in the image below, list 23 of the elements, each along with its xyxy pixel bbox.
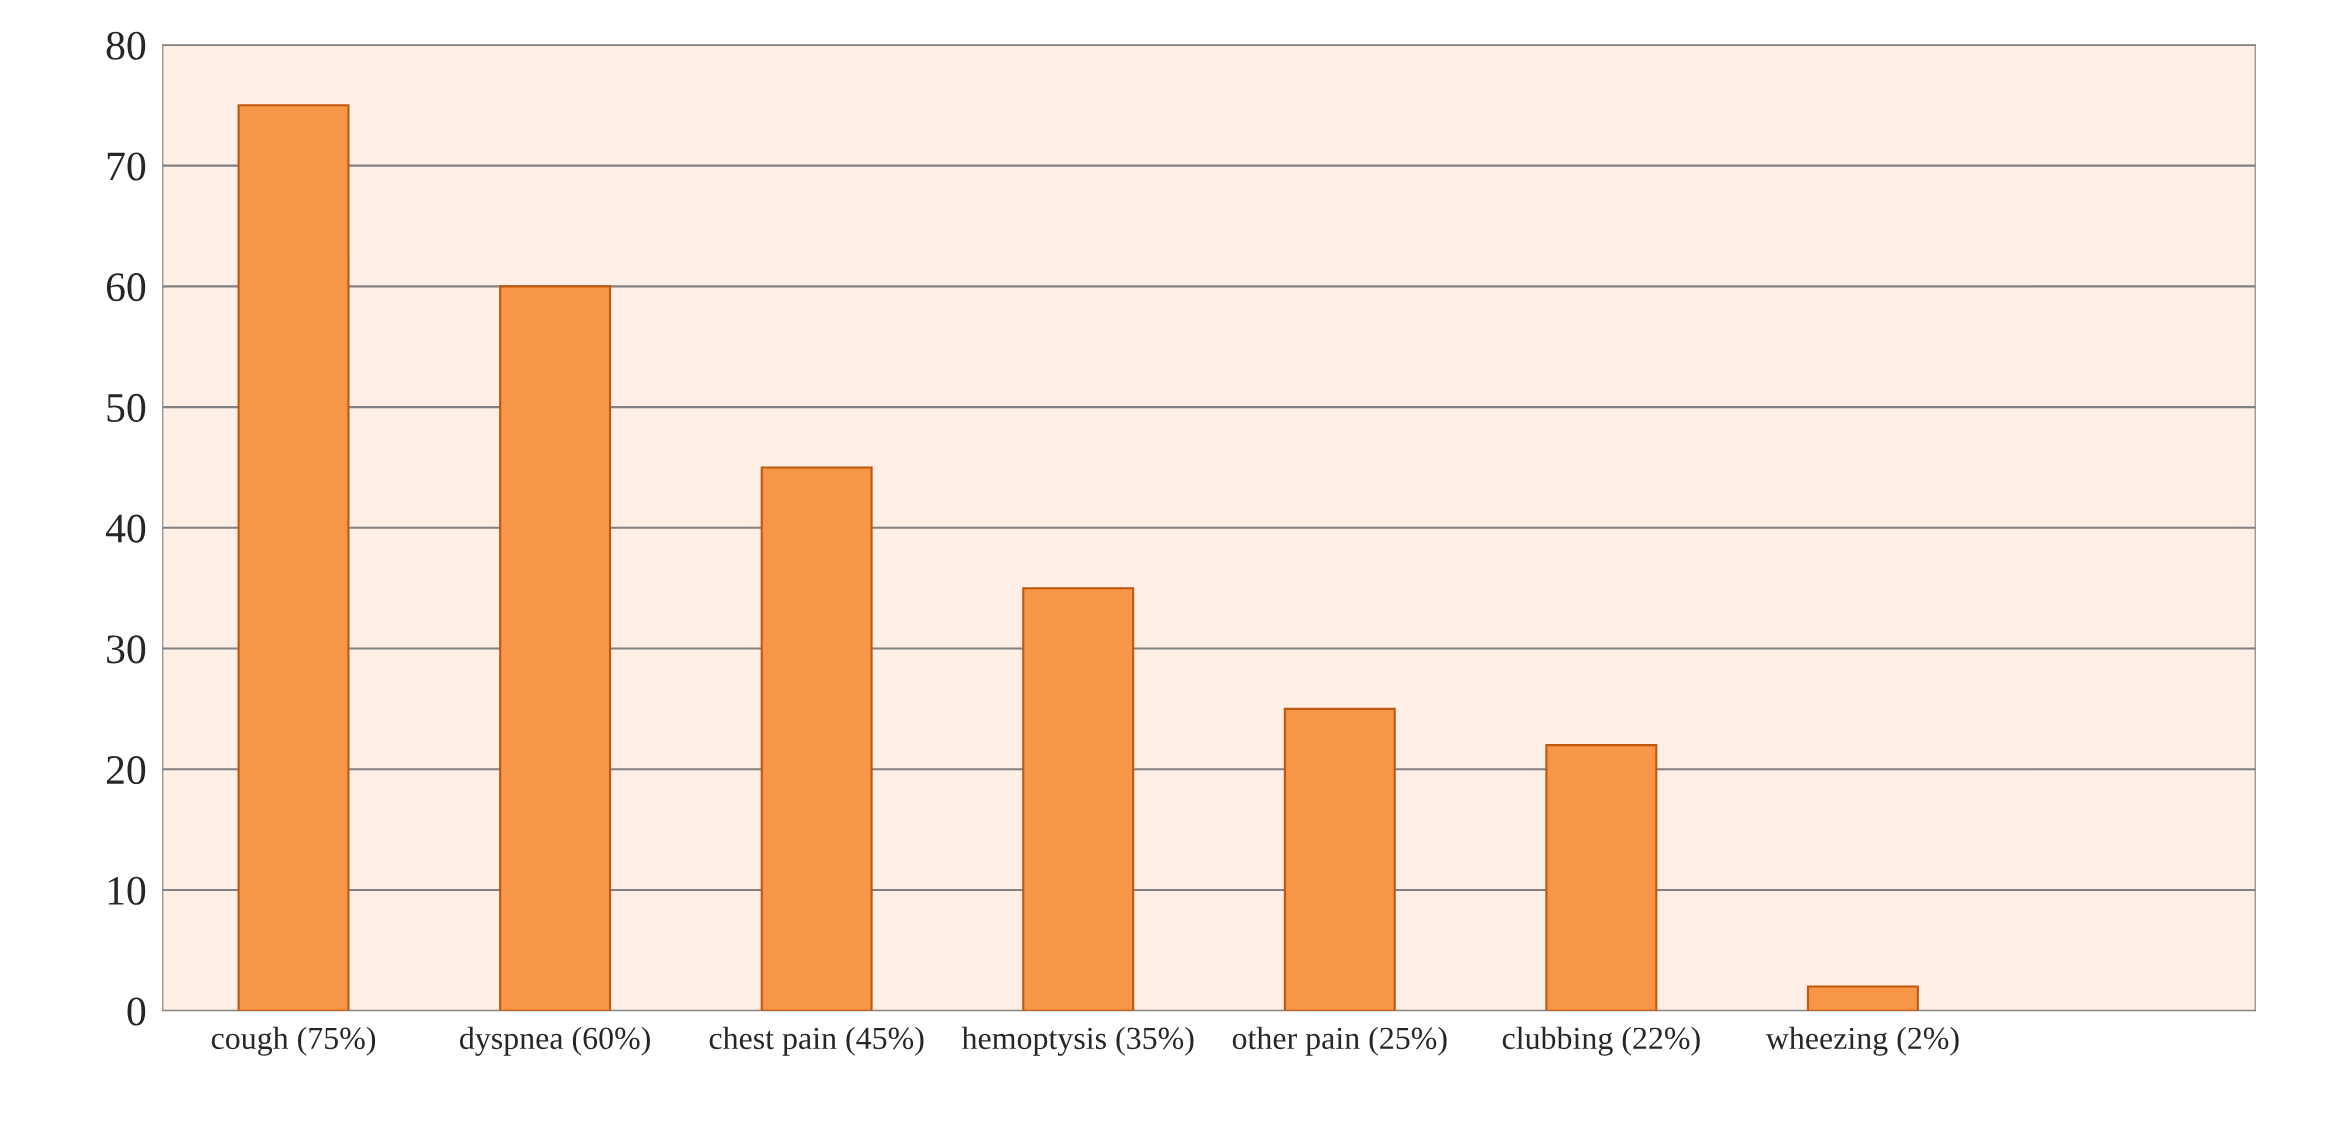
y-tick-label: 70 <box>107 152 146 181</box>
x-tick-label: dyspnea (60%) <box>460 1026 650 1056</box>
y-tick-label: 60 <box>106 273 146 302</box>
bar <box>1545 744 1658 1011</box>
y-tick-label: 40 <box>105 514 146 543</box>
x-tick-label: other pain (25%) <box>1232 1026 1447 1056</box>
x-tick-label: chest pain (45%) <box>709 1026 924 1056</box>
x-tick-label: wheezing (2%) <box>1765 1026 1959 1056</box>
y-tick-label: 10 <box>108 876 146 905</box>
y-tick-label: 80 <box>106 31 146 60</box>
bar <box>237 104 350 1011</box>
bar <box>1022 587 1135 1011</box>
x-tick-label: clubbing (22%) <box>1502 1026 1700 1056</box>
y-tick-label: 20 <box>106 756 146 785</box>
bar <box>760 466 873 1011</box>
x-tick-label: hemoptysis (35%) <box>961 1026 1194 1056</box>
y-tick-label: 0 <box>127 997 146 1026</box>
bar <box>1806 985 1919 1011</box>
x-tick-label: cough (75%) <box>211 1026 376 1056</box>
bar <box>1283 707 1396 1011</box>
y-tick-label: 30 <box>107 635 146 664</box>
bar <box>499 285 612 1011</box>
y-tick-label: 50 <box>107 393 146 422</box>
